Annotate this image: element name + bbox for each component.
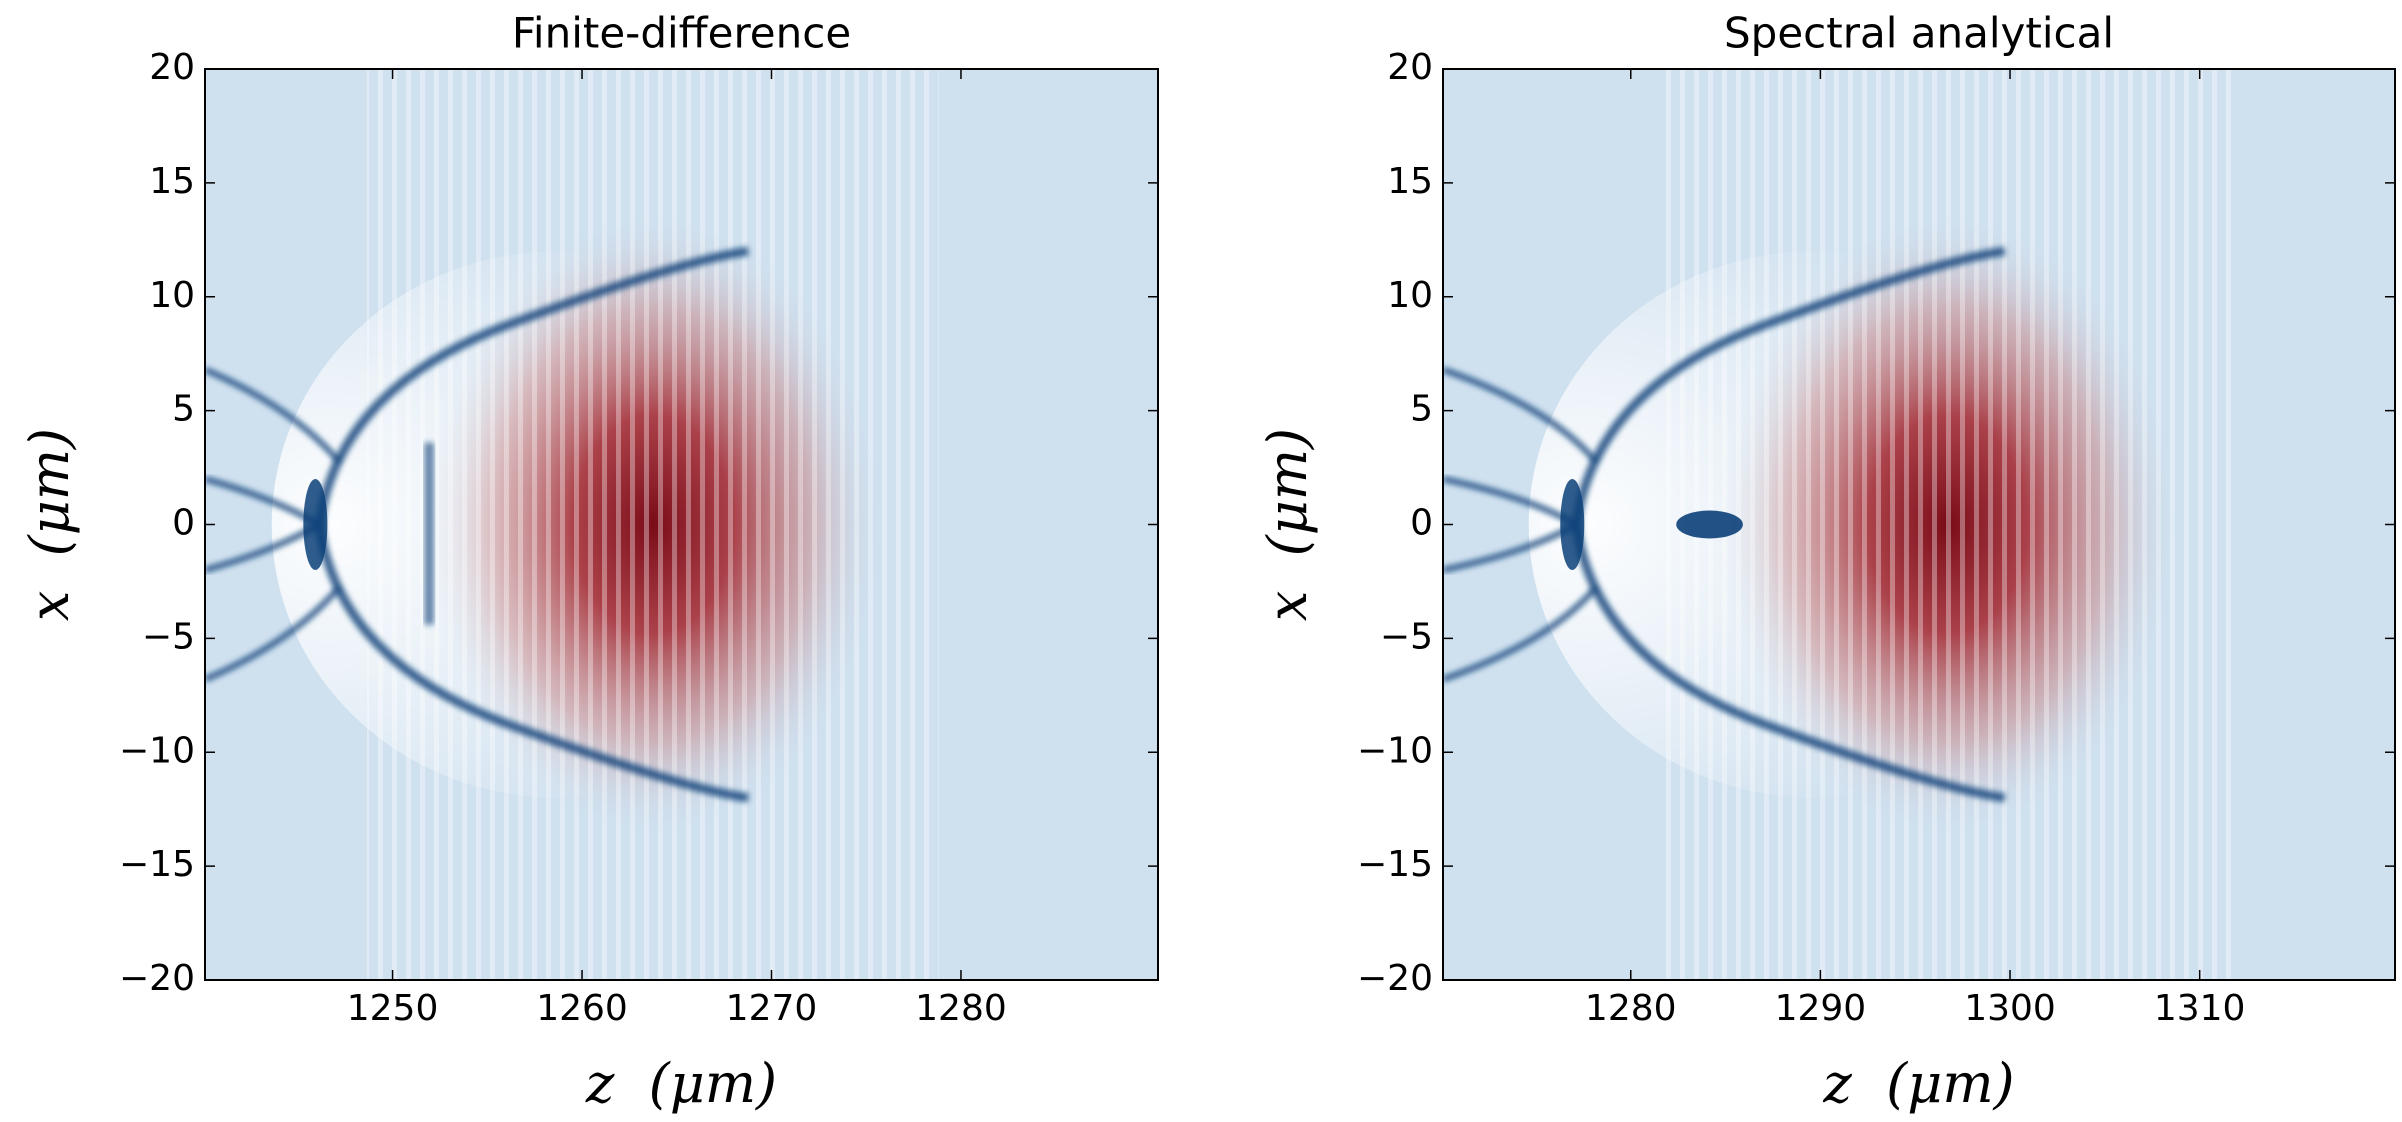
- bubble-sheath: [314, 246, 749, 526]
- laser-stripes: [1661, 69, 2234, 980]
- field: [1443, 69, 2395, 980]
- y-tick-label: −20: [1357, 958, 1433, 999]
- laser-stripes: [367, 69, 939, 980]
- x-tick-label: 1270: [726, 988, 818, 1029]
- bubble-sheath: [1571, 246, 2006, 526]
- y-tick-label: 0: [172, 503, 195, 544]
- bubble-sheath: [314, 523, 749, 803]
- y-tick-label: 15: [149, 161, 195, 202]
- chart-title: Spectral analytical: [1724, 9, 2114, 58]
- y-tick-label: 5: [1410, 389, 1433, 430]
- field: [205, 69, 1158, 980]
- y-tick-label: 20: [149, 47, 195, 88]
- y-axis-label: x (μm): [1256, 428, 1319, 621]
- y-tick-label: 0: [1410, 503, 1433, 544]
- y-tick-label: −5: [142, 616, 195, 657]
- x-tick-label: 1260: [536, 988, 628, 1029]
- y-tick-label: −15: [1357, 844, 1433, 885]
- bubble-sheath: [1443, 586, 1598, 683]
- x-tick-label: 1290: [1775, 988, 1867, 1029]
- y-tick-label: −5: [1380, 616, 1433, 657]
- bubble-sheath: [205, 586, 341, 683]
- y-tick-label: 10: [149, 275, 195, 316]
- injected-bunch: [424, 442, 435, 625]
- x-axis-label: z (μm): [1822, 1052, 2014, 1115]
- electron-spike: [303, 478, 328, 571]
- bubble-sheath: [1443, 366, 1598, 463]
- injected-bunch: [1676, 510, 1743, 539]
- x-axis-label: z (μm): [585, 1052, 777, 1115]
- y-tick-label: −10: [1357, 730, 1433, 771]
- y-tick-label: 15: [1387, 161, 1433, 202]
- y-tick-label: 20: [1387, 47, 1433, 88]
- bubble-sheath: [205, 366, 341, 463]
- y-tick-label: −10: [119, 730, 195, 771]
- y-tick-label: 5: [172, 389, 195, 430]
- bubble-sheath: [1571, 523, 2006, 803]
- x-tick-label: 1300: [1964, 988, 2056, 1029]
- y-axis-label: x (μm): [18, 428, 81, 621]
- y-tick-label: −20: [119, 958, 195, 999]
- y-tick-label: −15: [119, 844, 195, 885]
- y-tick-label: 10: [1387, 275, 1433, 316]
- panel: 1280 1290 1300 1310 −20 −15 −10 −5 0 5 10 15 20 Spect…: [1256, 9, 2396, 1115]
- x-tick-label: 1250: [347, 988, 439, 1029]
- panel: 1250 1260 1270 1280 −20 −15 −10 −5 0 5 10 15 20 Finit…: [18, 9, 1159, 1115]
- chart-title: Finite-difference: [512, 9, 851, 58]
- x-tick-label: 1280: [915, 988, 1007, 1029]
- x-tick-label: 1280: [1585, 988, 1677, 1029]
- electron-spike: [1560, 478, 1585, 571]
- x-tick-label: 1310: [2154, 988, 2246, 1029]
